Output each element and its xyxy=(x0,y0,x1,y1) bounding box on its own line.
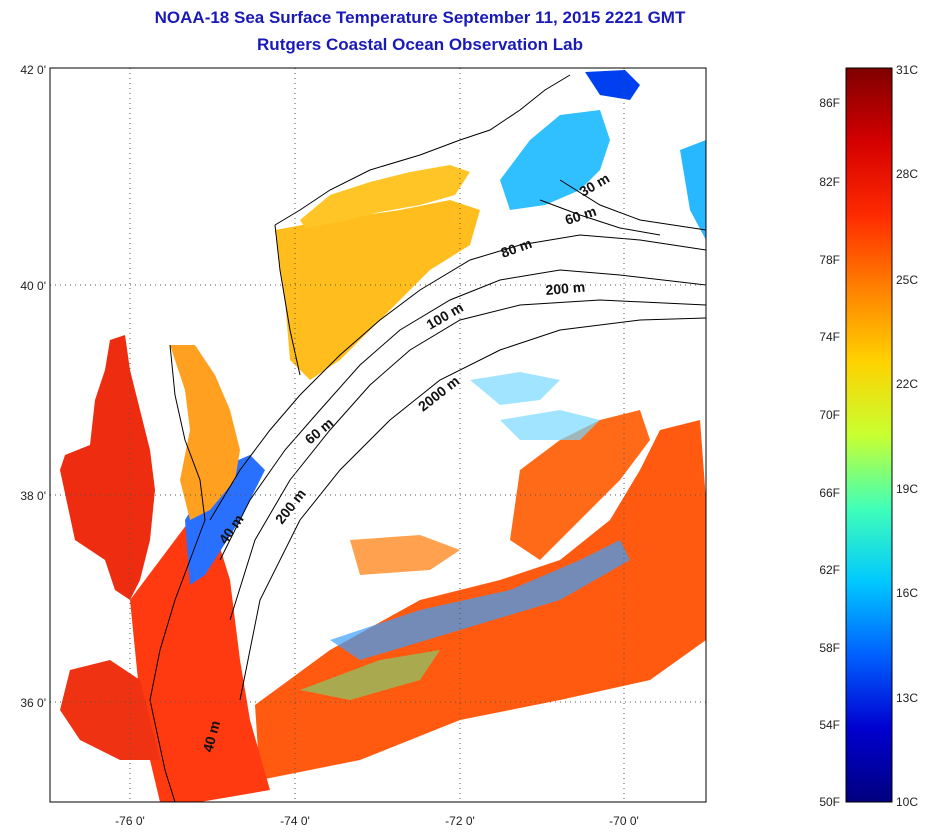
sst-patch-mid xyxy=(510,410,650,560)
lat-tick-label: 38 0' xyxy=(20,489,46,503)
colorbar-f-label: 50F xyxy=(819,795,840,809)
colorbar-c-label: 16C xyxy=(896,586,918,600)
map-frame xyxy=(49,67,707,803)
colorbar-f-label: 74F xyxy=(819,330,840,344)
contour-line xyxy=(239,317,706,701)
colorbar-f-label: 66F xyxy=(819,486,840,500)
contour-line xyxy=(559,179,706,231)
colorbar-c-label: 13C xyxy=(896,691,918,705)
contour-line xyxy=(229,299,706,621)
colorbar-c-label: 10C xyxy=(896,795,918,809)
contour-label: 40 m xyxy=(199,719,223,754)
colorbar-c-label: 22C xyxy=(896,377,918,391)
lat-tick-label: 36 0' xyxy=(20,696,46,710)
lat-tick-label: 40 0' xyxy=(20,279,46,293)
sst-patch-nantucket xyxy=(500,110,610,210)
coastline xyxy=(149,74,571,802)
contour-line xyxy=(539,199,661,236)
colorbar-f-label: 54F xyxy=(819,718,840,732)
sst-patch-cape-cod xyxy=(585,70,640,100)
sst-patch-long-island xyxy=(300,165,470,228)
sst-patch-pamlico xyxy=(60,660,160,760)
colorbar-f-label: 86F xyxy=(819,96,840,110)
sst-patch-cool-streak xyxy=(330,540,630,660)
colorbar-gradient xyxy=(845,67,893,803)
lon-tick-label: -76 0' xyxy=(115,814,145,828)
sst-patch-nw-scatter xyxy=(350,535,460,575)
colorbar-c-label: 19C xyxy=(896,482,918,496)
lat-tick-label: 42 0' xyxy=(20,63,46,77)
sst-patch-scatter xyxy=(470,372,600,440)
colorbar-c-label: 31C xyxy=(896,63,918,77)
lon-tick-label: -72 0' xyxy=(445,814,475,828)
colorbar-f-label: 78F xyxy=(819,253,840,267)
contour-line xyxy=(219,269,706,561)
lon-tick-label: -70 0' xyxy=(609,814,639,828)
colorbar-f-label: 62F xyxy=(819,563,840,577)
colorbar-c-label: 28C xyxy=(896,167,918,181)
sst-patch-bight xyxy=(275,200,480,380)
sst-patch-hatteras xyxy=(130,515,270,802)
sst-patch-green xyxy=(300,650,440,700)
map-subtitle: Rutgers Coastal Ocean Observation Lab xyxy=(257,35,583,54)
colorbar-f-label: 70F xyxy=(819,408,840,422)
contour-label: 200 m xyxy=(545,279,586,298)
colorbar-f-label: 82F xyxy=(819,175,840,189)
contour-line xyxy=(209,234,706,521)
sst-patch-east-cold xyxy=(680,140,706,240)
sst-patch-delaware xyxy=(170,345,240,520)
map-title: NOAA-18 Sea Surface Temperature Septembe… xyxy=(154,8,686,27)
lon-tick-label: -74 0' xyxy=(280,814,310,828)
colorbar-f-label: 58F xyxy=(819,641,840,655)
sst-patch-chesapeake xyxy=(60,335,155,600)
colorbar-c-label: 25C xyxy=(896,273,918,287)
